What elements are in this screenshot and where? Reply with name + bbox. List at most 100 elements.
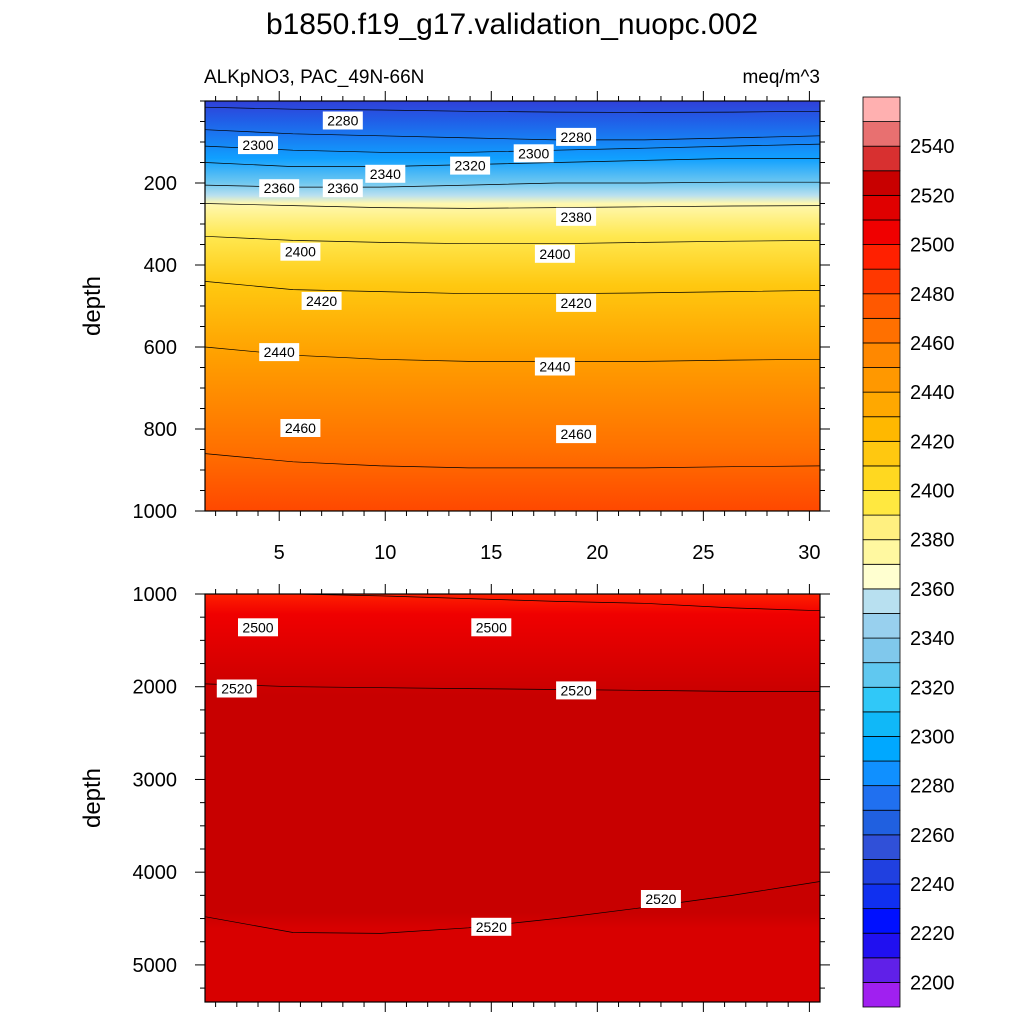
colorbar-swatch: [862, 588, 901, 614]
contour-label-box: [556, 681, 597, 700]
colorbar-swatch: [862, 440, 901, 467]
colorbar-tick-label: 2260: [910, 825, 955, 847]
x-tick-label: 5: [274, 542, 285, 564]
contour-label-text: 2520: [645, 891, 676, 907]
colorbar-swatch: [862, 785, 901, 811]
contour-label-text: 2440: [264, 344, 295, 360]
colorbar-tick-label: 2220: [910, 923, 955, 945]
colorbar-swatch: [862, 834, 901, 860]
figure-title: b1850.f19_g17.validation_nuopc.002: [266, 8, 758, 41]
contour-label-box: [556, 425, 597, 444]
contour-label-text: 2360: [264, 180, 295, 196]
x-tick-label: 30: [798, 542, 820, 564]
contour-label-text: 2460: [561, 426, 592, 442]
colorbar-swatch: [862, 563, 901, 590]
contour-line-2520: [204, 881, 821, 934]
contour-label-box: [322, 179, 363, 198]
contour-label: 2520: [556, 681, 597, 700]
subtitle-right: meq/m^3: [742, 67, 820, 88]
colorbar-swatch: [862, 809, 901, 836]
colorbar-swatch: [862, 760, 901, 787]
contour-label-text: 2520: [221, 681, 252, 697]
contour-label-text: 2460: [285, 420, 316, 436]
colorbar-swatch: [862, 637, 901, 664]
colorbar-swatch: [862, 268, 901, 295]
colorbar-swatch: [862, 145, 901, 172]
contour-line-2440: [204, 346, 821, 362]
upper-contour-lines: [204, 106, 821, 469]
contour-label: 2280: [322, 111, 363, 130]
colorbar-swatch: [862, 317, 901, 344]
contour-label-text: 2520: [476, 919, 507, 935]
contour-label-text: 2500: [476, 619, 507, 635]
contour-label: 2440: [259, 343, 300, 362]
contour-label: 2420: [556, 293, 597, 312]
colorbar-swatch: [862, 465, 901, 491]
y-tick-label: 200: [144, 173, 177, 195]
colorbar-swatch: [862, 244, 901, 270]
contour-label-text: 2400: [539, 246, 570, 262]
colorbar-swatch: [862, 539, 901, 565]
lower-panel: 2500 2500 2520 2520 2520 2520 1000 2000 3000 400…: [79, 584, 830, 1012]
contour-label: 2280: [556, 127, 597, 146]
contour-label: 2340: [365, 164, 406, 183]
contour-label-box: [216, 679, 257, 698]
x-tick-label: 10: [374, 542, 396, 564]
contour-line-2520: [204, 683, 820, 692]
colorbar-swatch: [862, 859, 901, 885]
contour-line-2320: [204, 143, 821, 153]
lower-y-axis-label: depth: [79, 768, 106, 828]
contour-label: 2440: [534, 357, 575, 376]
contour-line-2420: [204, 281, 821, 295]
colorbar-tick-label: 2320: [910, 677, 955, 699]
colorbar-tick-label: 2380: [910, 530, 955, 552]
y-tick-label: 1000: [133, 584, 178, 606]
contour-label: 2460: [556, 425, 597, 444]
contour-label-box: [322, 111, 363, 130]
y-tick-label: 5000: [133, 955, 178, 977]
colorbar-swatch: [862, 194, 901, 221]
contour-label: 2400: [534, 244, 575, 263]
contour-label-box: [534, 244, 575, 263]
y-tick-label: 1000: [133, 501, 178, 523]
contour-label: 2400: [280, 242, 321, 261]
contour-line-2300: [204, 129, 821, 141]
contour-label-text: 2300: [242, 137, 273, 153]
colorbar-tick-label: 2340: [910, 628, 955, 650]
contour-label: 2420: [301, 291, 342, 310]
contour-label: 2520: [640, 890, 681, 908]
contour-label: 2460: [280, 419, 321, 437]
colorbar-swatch: [862, 416, 901, 442]
contour-label: 2520: [471, 917, 512, 936]
contour-label-text: 2400: [285, 244, 316, 260]
contour-label-text: 2500: [242, 619, 273, 635]
colorbar-tick-label: 2420: [910, 431, 955, 453]
contour-label-box: [280, 242, 321, 261]
contour-line-2360: [204, 181, 820, 188]
colorbar-swatch: [862, 170, 901, 196]
contour-label-box: [238, 136, 278, 155]
y-tick-label: 800: [144, 419, 177, 441]
colorbar-swatch: [862, 490, 901, 516]
upper-axis-ticks: 5 10 15 20 25 30 200 400 600 800 1000: [133, 91, 830, 564]
contour-label-text: 2300: [518, 145, 549, 161]
colorbar-tick-label: 2240: [910, 874, 955, 896]
contour-label: 2300: [238, 136, 278, 155]
subtitle-left: ALKpNO3, PAC_49N-66N: [204, 67, 424, 88]
contour-label-text: 2360: [327, 180, 358, 196]
lower-axis-ticks: 1000 2000 3000 4000 5000: [133, 584, 830, 1012]
colorbar-tick-label: 2200: [910, 972, 955, 994]
contour-label-box: [556, 293, 597, 312]
contour-label: 2320: [450, 156, 491, 175]
contour-label-text: 2320: [455, 158, 486, 174]
colorbar-tick-label: 2360: [910, 579, 955, 601]
contour-label-box: [238, 618, 278, 637]
contour-label-text: 2280: [327, 113, 358, 129]
contour-label: 2300: [513, 144, 554, 163]
x-tick-label: 25: [692, 542, 714, 564]
contour-label-box: [280, 419, 321, 437]
contour-label-box: [513, 144, 554, 163]
y-tick-label: 600: [144, 337, 177, 359]
contour-line-2460: [204, 453, 821, 469]
